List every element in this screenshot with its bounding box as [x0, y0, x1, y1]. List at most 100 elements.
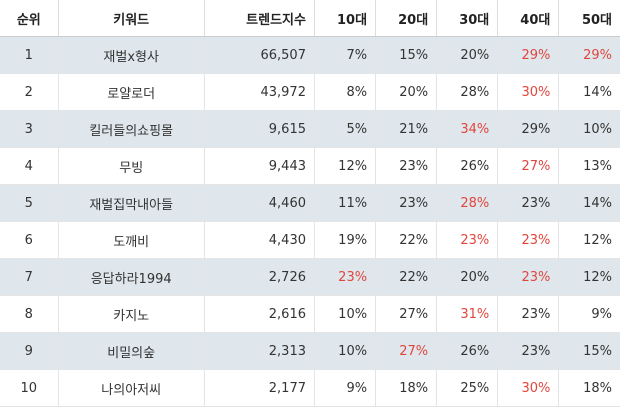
trend-index-cell: 66,507 — [204, 36, 315, 74]
age-20s-cell: 22% — [375, 258, 438, 296]
age-50s-cell: 18% — [558, 369, 620, 407]
header-age-30s: 30대 — [436, 0, 499, 37]
age-40s-cell: 29% — [497, 36, 560, 74]
age-40s-cell: 23% — [497, 295, 560, 333]
header-age-20s: 20대 — [375, 0, 438, 37]
rank-cell: 4 — [0, 147, 59, 185]
table-row: 1 재벌x형사 66,507 7% 15% 20% 29% 29% — [0, 36, 620, 74]
age-50s-cell: 12% — [558, 221, 620, 259]
age-50s-cell: 10% — [558, 110, 620, 148]
keyword-cell: 킬러들의쇼핑몰 — [58, 110, 205, 148]
header-age-40s: 40대 — [497, 0, 560, 37]
age-30s-cell: 25% — [436, 369, 499, 407]
age-10s-cell: 12% — [314, 147, 377, 185]
age-10s-cell: 11% — [314, 184, 377, 222]
age-10s-cell: 19% — [314, 221, 377, 259]
age-50s-cell: 14% — [558, 184, 620, 222]
age-40s-cell: 30% — [497, 369, 560, 407]
rank-cell: 1 — [0, 36, 59, 74]
table-row: 7 응답하라1994 2,726 23% 22% 20% 23% 12% — [0, 258, 620, 296]
age-20s-cell: 27% — [375, 332, 438, 370]
age-30s-cell: 26% — [436, 147, 499, 185]
keyword-cell: 나의아저씨 — [58, 369, 205, 407]
keyword-cell: 응답하라1994 — [58, 258, 205, 296]
age-20s-cell: 18% — [375, 369, 438, 407]
age-30s-cell: 31% — [436, 295, 499, 333]
age-20s-cell: 27% — [375, 295, 438, 333]
header-age-50s: 50대 — [558, 0, 620, 37]
age-20s-cell: 15% — [375, 36, 438, 74]
age-10s-cell: 7% — [314, 36, 377, 74]
header-trend-index: 트렌드지수 — [204, 0, 315, 37]
age-30s-cell: 20% — [436, 36, 499, 74]
rank-cell: 9 — [0, 332, 59, 370]
header-age-10s: 10대 — [314, 0, 377, 37]
age-40s-cell: 23% — [497, 258, 560, 296]
table-row: 6 도깨비 4,430 19% 22% 23% 23% 12% — [0, 221, 620, 259]
age-10s-cell: 23% — [314, 258, 377, 296]
table-body: 1 재벌x형사 66,507 7% 15% 20% 29% 29% 2 로얄로더… — [0, 36, 620, 407]
trend-index-cell: 2,726 — [204, 258, 315, 296]
age-50s-cell: 12% — [558, 258, 620, 296]
keyword-cell: 재벌집막내아들 — [58, 184, 205, 222]
age-40s-cell: 23% — [497, 332, 560, 370]
trend-index-cell: 43,972 — [204, 73, 315, 111]
trend-index-cell: 2,313 — [204, 332, 315, 370]
rank-cell: 5 — [0, 184, 59, 222]
age-20s-cell: 21% — [375, 110, 438, 148]
age-50s-cell: 13% — [558, 147, 620, 185]
table-row: 10 나의아저씨 2,177 9% 18% 25% 30% 18% — [0, 369, 620, 407]
age-20s-cell: 23% — [375, 147, 438, 185]
age-30s-cell: 20% — [436, 258, 499, 296]
table-row: 4 무빙 9,443 12% 23% 26% 27% 13% — [0, 147, 620, 185]
age-50s-cell: 14% — [558, 73, 620, 111]
age-10s-cell: 9% — [314, 369, 377, 407]
trend-index-cell: 4,460 — [204, 184, 315, 222]
age-20s-cell: 20% — [375, 73, 438, 111]
age-40s-cell: 23% — [497, 184, 560, 222]
rank-cell: 8 — [0, 295, 59, 333]
age-30s-cell: 28% — [436, 184, 499, 222]
keyword-cell: 도깨비 — [58, 221, 205, 259]
age-10s-cell: 5% — [314, 110, 377, 148]
trend-index-cell: 9,443 — [204, 147, 315, 185]
table-row: 9 비밀의숲 2,313 10% 27% 26% 23% 15% — [0, 332, 620, 370]
table-row: 3 킬러들의쇼핑몰 9,615 5% 21% 34% 29% 10% — [0, 110, 620, 148]
keyword-cell: 비밀의숲 — [58, 332, 205, 370]
age-30s-cell: 28% — [436, 73, 499, 111]
trend-index-cell: 9,615 — [204, 110, 315, 148]
age-40s-cell: 27% — [497, 147, 560, 185]
age-10s-cell: 8% — [314, 73, 377, 111]
trend-index-cell: 2,177 — [204, 369, 315, 407]
age-30s-cell: 23% — [436, 221, 499, 259]
table-row: 5 재벌집막내아들 4,460 11% 23% 28% 23% 14% — [0, 184, 620, 222]
age-30s-cell: 26% — [436, 332, 499, 370]
rank-cell: 7 — [0, 258, 59, 296]
age-40s-cell: 23% — [497, 221, 560, 259]
age-50s-cell: 15% — [558, 332, 620, 370]
keyword-cell: 재벌x형사 — [58, 36, 205, 74]
trend-index-cell: 4,430 — [204, 221, 315, 259]
age-20s-cell: 23% — [375, 184, 438, 222]
rank-cell: 2 — [0, 73, 59, 111]
keyword-cell: 로얄로더 — [58, 73, 205, 111]
age-20s-cell: 22% — [375, 221, 438, 259]
trend-index-cell: 2,616 — [204, 295, 315, 333]
table-row: 8 카지노 2,616 10% 27% 31% 23% 9% — [0, 295, 620, 333]
age-40s-cell: 30% — [497, 73, 560, 111]
age-40s-cell: 29% — [497, 110, 560, 148]
table-row: 2 로얄로더 43,972 8% 20% 28% 30% 14% — [0, 73, 620, 111]
age-30s-cell: 34% — [436, 110, 499, 148]
header-keyword: 키워드 — [58, 0, 205, 37]
age-10s-cell: 10% — [314, 332, 377, 370]
age-50s-cell: 9% — [558, 295, 620, 333]
keyword-cell: 무빙 — [58, 147, 205, 185]
age-10s-cell: 10% — [314, 295, 377, 333]
keyword-cell: 카지노 — [58, 295, 205, 333]
table-header-row: 순위 키워드 트렌드지수 10대 20대 30대 40대 50대 — [0, 0, 620, 37]
age-50s-cell: 29% — [558, 36, 620, 74]
header-rank: 순위 — [0, 0, 59, 37]
rank-cell: 6 — [0, 221, 59, 259]
rank-cell: 3 — [0, 110, 59, 148]
